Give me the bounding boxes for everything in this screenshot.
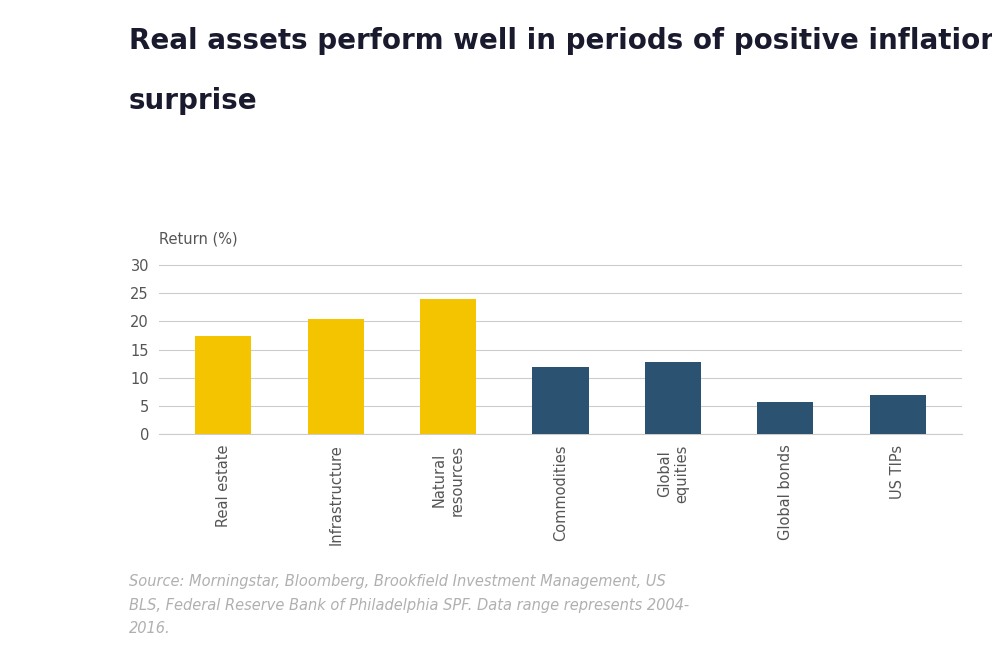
Bar bbox=[645, 362, 701, 434]
Bar bbox=[870, 395, 926, 434]
Text: Real assets perform well in periods of positive inflation: Real assets perform well in periods of p… bbox=[129, 27, 992, 55]
Bar bbox=[308, 319, 364, 434]
Text: surprise: surprise bbox=[129, 87, 258, 115]
Text: Return (%): Return (%) bbox=[159, 232, 237, 246]
Bar bbox=[195, 335, 251, 434]
Bar bbox=[533, 367, 588, 434]
Text: Source: Morningstar, Bloomberg, Brookfield Investment Management, US
BLS, Federa: Source: Morningstar, Bloomberg, Brookfie… bbox=[129, 574, 689, 637]
Bar bbox=[420, 299, 476, 434]
Bar bbox=[757, 401, 813, 434]
